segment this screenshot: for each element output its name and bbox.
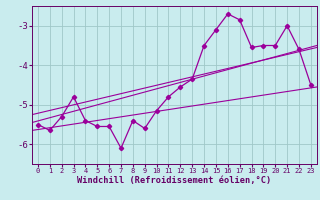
X-axis label: Windchill (Refroidissement éolien,°C): Windchill (Refroidissement éolien,°C) (77, 176, 272, 185)
